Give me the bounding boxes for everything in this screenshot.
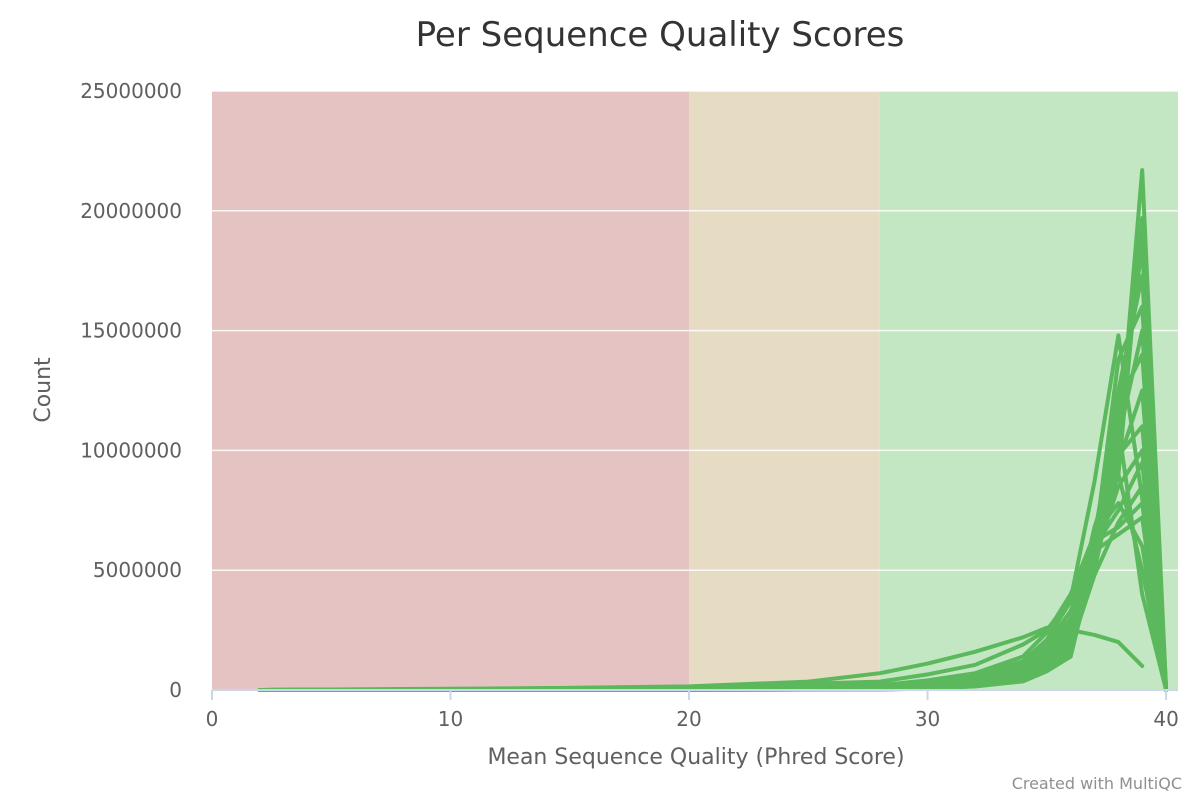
- x-tick-label: 0: [206, 707, 219, 731]
- x-tick-label: 20: [676, 707, 701, 731]
- y-axis-ticks: 0 5000000 10000000 15000000 20000000 25000000: [80, 79, 182, 702]
- series-lines[interactable]: [257, 168, 1169, 692]
- y-tick-label: 25000000: [80, 79, 182, 103]
- y-tick-label: 0: [169, 678, 182, 702]
- quality-bands: [212, 91, 1178, 690]
- y-tick-label: 15000000: [80, 319, 182, 343]
- chart-title: Per Sequence Quality Scores: [416, 15, 905, 55]
- credit-text[interactable]: Created with MultiQC: [1012, 774, 1182, 793]
- y-tick-label: 5000000: [93, 558, 182, 582]
- grid-lines: [212, 90, 1178, 571]
- y-axis-label: Count: [31, 357, 56, 423]
- y-tick-label: 10000000: [80, 438, 182, 462]
- quality-band-2: [879, 91, 1178, 690]
- quality-band-1: [689, 91, 880, 690]
- x-tick-label: 40: [1153, 707, 1178, 731]
- x-axis-ticks: 0 10 20 30 40: [206, 690, 1179, 731]
- y-tick-label: 20000000: [80, 199, 182, 223]
- x-axis-label: Mean Sequence Quality (Phred Score): [487, 745, 904, 770]
- x-tick-label: 10: [438, 707, 463, 731]
- x-tick-label: 30: [915, 707, 940, 731]
- quality-band-0: [212, 91, 690, 690]
